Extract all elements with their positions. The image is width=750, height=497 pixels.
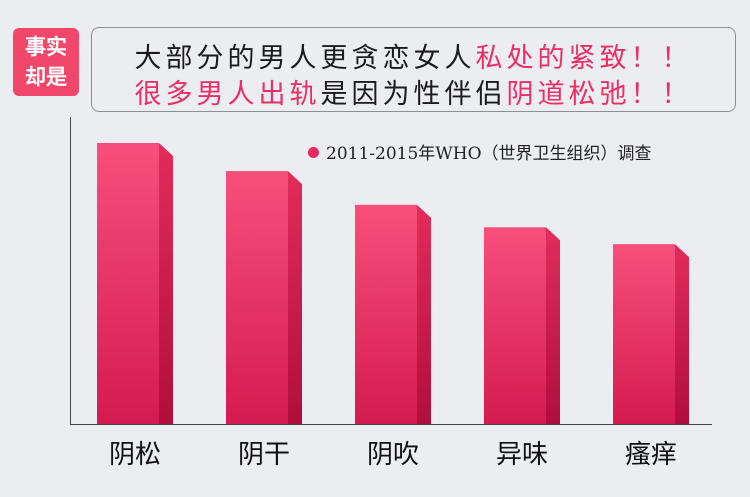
headline-line1-pink: 私处的紧致！！ — [475, 43, 693, 74]
badge-line-1: 事实 — [25, 35, 67, 59]
headline-line2-pink-b: 阴道松弛！！ — [506, 79, 693, 110]
headline-line-2: 很多男人出轨是因为性伴侣阴道松弛！！ — [92, 72, 735, 111]
bar-side-4 — [546, 227, 560, 424]
bar-3 — [355, 204, 417, 424]
bar-side-5 — [675, 244, 689, 424]
headline-line1-dark: 大部分的男人更贪恋女人 — [134, 43, 476, 74]
fact-badge: 事实 却是 — [13, 28, 79, 96]
chart-legend: 2011-2015年WHO（世界卫生组织）调查 — [308, 139, 652, 164]
bar-side-1 — [159, 143, 173, 424]
badge-line-2: 却是 — [25, 65, 67, 89]
x-tick-label: 瘙痒 — [624, 440, 677, 470]
headline-line2-dark: 是因为性伴侣 — [320, 79, 507, 110]
legend-label: 2011-2015年WHO（世界卫生组织）调查 — [326, 144, 652, 164]
bar-4 — [484, 227, 546, 424]
bar-5 — [613, 244, 675, 424]
x-tick-label: 阴干 — [237, 440, 290, 470]
x-tick-label: 阴松 — [108, 440, 161, 470]
bar-1 — [97, 143, 159, 424]
bar-2 — [226, 171, 288, 424]
headline-line-1: 大部分的男人更贪恋女人私处的紧致！！ — [92, 36, 735, 75]
headline-line2-pink-a: 很多男人出轨 — [134, 79, 321, 110]
x-tick-label: 异味 — [495, 440, 548, 470]
bar-side-3 — [417, 204, 431, 424]
bar-side-2 — [288, 171, 302, 424]
bar-group — [97, 143, 689, 424]
legend-dot-icon — [308, 147, 319, 158]
headline-box: 大部分的男人更贪恋女人私处的紧致！！ 很多男人出轨是因为性伴侣阴道松弛！！ — [91, 27, 736, 112]
x-tick-label: 阴吹 — [366, 440, 419, 470]
